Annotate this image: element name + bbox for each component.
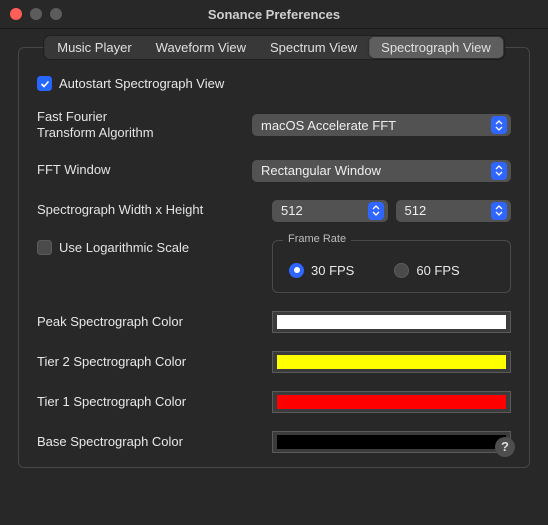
height-popup[interactable]: 512 [396,200,512,222]
radio-60fps-label: 60 FPS [416,263,459,278]
width-value: 512 [281,203,368,218]
frame-rate-group: Frame Rate 30 FPS 60 FPS [272,240,511,293]
color-well-tier2[interactable] [272,351,511,373]
chevron-updown-icon [491,202,507,220]
fft-algo-label: Fast FourierTransform Algorithm [37,109,252,142]
fft-algo-value: macOS Accelerate FFT [261,118,491,133]
fft-algo-row: Fast FourierTransform Algorithm macOS Ac… [37,109,511,142]
radio-60fps[interactable]: 60 FPS [394,263,459,278]
autostart-checkbox[interactable] [37,76,52,91]
logscale-row: Use Logarithmic Scale [37,240,272,256]
logscale-checkbox[interactable] [37,240,52,255]
logscale-label: Use Logarithmic Scale [59,240,189,256]
color-swatch [277,355,506,369]
chevron-updown-icon [491,116,507,134]
tab-spectrum-view[interactable]: Spectrum View [258,37,369,58]
fft-window-popup[interactable]: Rectangular Window [252,160,511,182]
color-row-tier2: Tier 2 Spectrograph Color [37,351,511,373]
autostart-label: Autostart Spectrograph View [59,76,224,91]
color-row-tier1: Tier 1 Spectrograph Color [37,391,511,413]
height-value: 512 [405,203,492,218]
autostart-row: Autostart Spectrograph View [37,76,511,91]
color-swatch [277,315,506,329]
dims-label: Spectrograph Width x Height [37,202,272,218]
tabbed-panel: Music Player Waveform View Spectrum View… [18,47,530,468]
tab-bar: Music Player Waveform View Spectrum View… [44,36,504,59]
window-controls [10,8,62,20]
color-label: Peak Spectrograph Color [37,314,272,329]
minimize-icon[interactable] [30,8,42,20]
color-row-peak: Peak Spectrograph Color [37,311,511,333]
color-well-base[interactable] [272,431,511,453]
help-button[interactable]: ? [495,437,515,457]
zoom-icon[interactable] [50,8,62,20]
tab-spectrograph-view[interactable]: Spectrograph View [369,37,503,58]
color-label: Tier 2 Spectrograph Color [37,354,272,369]
frame-rate-title: Frame Rate [283,233,351,245]
color-swatch [277,435,506,449]
color-well-tier1[interactable] [272,391,511,413]
chevron-updown-icon [368,202,384,220]
radio-off-icon [394,263,409,278]
window-title: Sonance Preferences [0,7,548,22]
radio-30fps-label: 30 FPS [311,263,354,278]
fft-window-label: FFT Window [37,162,252,178]
radio-on-icon [289,263,304,278]
color-label: Tier 1 Spectrograph Color [37,394,272,409]
fft-window-row: FFT Window Rectangular Window [37,160,511,182]
tab-waveform-view[interactable]: Waveform View [144,37,258,58]
radio-30fps[interactable]: 30 FPS [289,263,354,278]
preferences-window: Sonance Preferences Music Player Wavefor… [0,0,548,525]
tab-music-player[interactable]: Music Player [45,37,143,58]
color-swatch [277,395,506,409]
close-icon[interactable] [10,8,22,20]
dims-row: Spectrograph Width x Height 512 512 [37,200,511,222]
color-row-base: Base Spectrograph Color [37,431,511,453]
log-frame-row: Use Logarithmic Scale Frame Rate 30 FPS … [37,240,511,293]
width-popup[interactable]: 512 [272,200,388,222]
fft-window-value: Rectangular Window [261,163,491,178]
chevron-updown-icon [491,162,507,180]
titlebar: Sonance Preferences [0,0,548,28]
color-well-peak[interactable] [272,311,511,333]
color-label: Base Spectrograph Color [37,434,272,449]
titlebar-divider [0,28,548,29]
fft-algo-popup[interactable]: macOS Accelerate FFT [252,114,511,136]
